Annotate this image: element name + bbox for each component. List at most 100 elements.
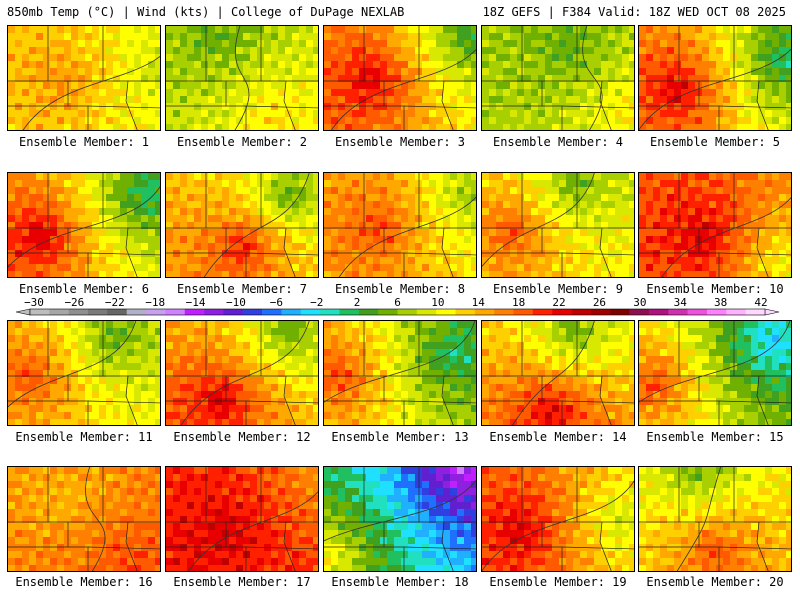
colorbar-swatch — [281, 309, 302, 315]
colorbar-swatch — [165, 309, 186, 315]
ensemble-member-label: Ensemble Member: 9 — [492, 282, 624, 296]
ensemble-map-1 — [7, 25, 161, 131]
ensemble-map-14 — [481, 320, 635, 426]
ensemble-member-label: Ensemble Member: 15 — [646, 430, 784, 444]
ensemble-member-label: Ensemble Member: 7 — [176, 282, 308, 296]
colorbar-tick-label: 30 — [633, 296, 646, 309]
colorbar-tick-label: −30 — [24, 296, 44, 309]
colorbar-swatch — [88, 309, 108, 315]
colorbar-swatch — [30, 309, 50, 315]
colorbar-swatch — [320, 309, 340, 315]
colorbar-swatch — [107, 309, 128, 315]
ensemble-map-10 — [638, 172, 792, 278]
ensemble-map-7 — [165, 172, 319, 278]
ensemble-member-label: Ensemble Member: 19 — [489, 575, 627, 589]
colorbar-swatch — [629, 309, 650, 315]
ensemble-member-label: Ensemble Member: 11 — [15, 430, 153, 444]
ensemble-member-label: Ensemble Member: 3 — [334, 135, 466, 149]
colorbar-swatch — [590, 309, 611, 315]
ensemble-member-label: Ensemble Member: 2 — [176, 135, 308, 149]
colorbar-tick-label: 42 — [754, 296, 767, 309]
ensemble-map-13 — [323, 320, 477, 426]
ensemble-member-label: Ensemble Member: 8 — [334, 282, 466, 296]
temperature-field — [482, 26, 634, 130]
colorbar-tick-label: 18 — [512, 296, 525, 309]
colorbar-swatch — [610, 309, 630, 315]
colorbar-tick-label: −22 — [105, 296, 125, 309]
colorbar-swatch — [668, 309, 688, 315]
colorbar-swatch — [49, 309, 69, 315]
product-title: 850mb Temp (°C) | Wind (kts) | College o… — [7, 5, 405, 19]
colorbar-tick-label: 14 — [472, 296, 486, 309]
colorbar-swatch — [706, 309, 727, 315]
colorbar-swatch — [687, 309, 708, 315]
temperature-field — [324, 467, 476, 571]
temperature-field — [639, 26, 791, 130]
temperature-field — [639, 321, 791, 425]
temperature-field — [166, 26, 318, 130]
colorbar-swatch — [726, 309, 746, 315]
colorbar-tick-label: 34 — [674, 296, 688, 309]
colorbar-swatch — [223, 309, 244, 315]
colorbar-tick-label: 22 — [552, 296, 565, 309]
colorbar-swatch — [300, 309, 321, 315]
colorbar-tick-label: −14 — [186, 296, 206, 309]
temperature-field — [8, 26, 160, 130]
ensemble-map-12 — [165, 320, 319, 426]
colorbar-swatch — [126, 309, 147, 315]
temperature-field — [639, 173, 791, 277]
colorbar-tick-label: −10 — [226, 296, 246, 309]
colorbar-tick-label: −26 — [64, 296, 84, 309]
ensemble-member-label: Ensemble Member: 12 — [173, 430, 311, 444]
colorbar-swatch — [146, 309, 166, 315]
colorbar-swatch — [358, 309, 379, 315]
temperature-field — [324, 173, 476, 277]
ensemble-member-label: Ensemble Member: 17 — [173, 575, 311, 589]
ensemble-map-2 — [165, 25, 319, 131]
ensemble-map-19 — [481, 466, 635, 572]
temperature-field — [482, 173, 634, 277]
ensemble-map-4 — [481, 25, 635, 131]
colorbar-swatch — [455, 309, 476, 315]
ensemble-member-label: Ensemble Member: 5 — [649, 135, 781, 149]
ensemble-map-20 — [638, 466, 792, 572]
colorbar-tick-label: −6 — [270, 296, 283, 309]
temperature-field — [8, 321, 160, 425]
colorbar-swatch — [339, 309, 360, 315]
ensemble-member-label: Ensemble Member: 6 — [18, 282, 150, 296]
temperature-field — [324, 321, 476, 425]
ensemble-map-15 — [638, 320, 792, 426]
colorbar-tick-label: 6 — [394, 296, 401, 309]
colorbar-tick-label: −2 — [310, 296, 323, 309]
ensemble-member-label: Ensemble Member: 14 — [489, 430, 627, 444]
valid-time: 18Z GEFS | F384 Valid: 18Z WED OCT 08 20… — [482, 5, 786, 19]
colorbar-tick-label: 38 — [714, 296, 727, 309]
temperature-field — [166, 321, 318, 425]
colorbar-swatch — [378, 309, 398, 315]
ensemble-map-6 — [7, 172, 161, 278]
colorbar-swatch — [204, 309, 224, 315]
colorbar-tick-label: −18 — [145, 296, 165, 309]
temperature-field — [482, 321, 634, 425]
ensemble-member-label: Ensemble Member: 4 — [492, 135, 624, 149]
colorbar-swatch — [397, 309, 418, 315]
colorbar-swatch — [571, 309, 592, 315]
colorbar-swatch — [513, 309, 534, 315]
temperature-field — [8, 467, 160, 571]
colorbar-min-arrow — [15, 308, 31, 316]
ensemble-map-9 — [481, 172, 635, 278]
ensemble-member-label: Ensemble Member: 1 — [18, 135, 150, 149]
colorbar-swatch — [532, 309, 553, 315]
colorbar-swatch — [242, 309, 263, 315]
ensemble-member-label: Ensemble Member: 10 — [646, 282, 784, 296]
temperature-field — [8, 173, 160, 277]
ensemble-map-18 — [323, 466, 477, 572]
colorbar-swatch — [68, 309, 89, 315]
ensemble-member-label: Ensemble Member: 13 — [331, 430, 469, 444]
colorbar-swatch — [436, 309, 456, 315]
colorbar-swatch — [494, 309, 514, 315]
ensemble-map-5 — [638, 25, 792, 131]
colorbar-swatch — [745, 309, 766, 315]
ensemble-member-label: Ensemble Member: 16 — [15, 575, 153, 589]
temperature-field — [324, 26, 476, 130]
